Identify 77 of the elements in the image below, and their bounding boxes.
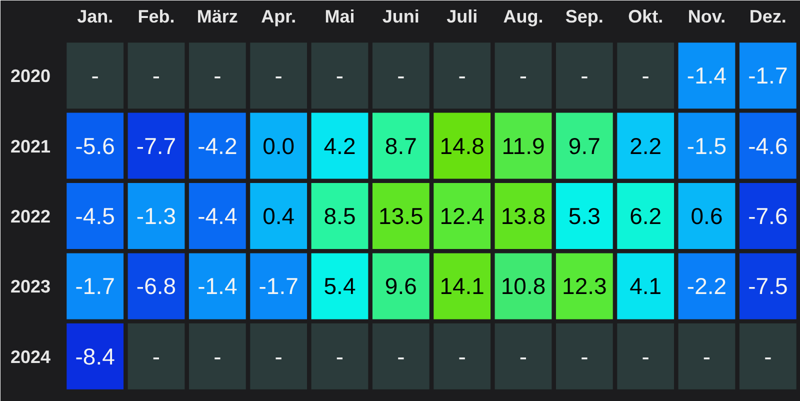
- data-label: 2.2: [630, 132, 662, 159]
- data-label: -8.4: [75, 343, 116, 370]
- text: -: [580, 62, 588, 89]
- data-label: -1.4: [198, 273, 238, 300]
- data-label: 14.1: [440, 273, 484, 300]
- data-label: 8.5: [324, 203, 356, 229]
- data-label: -4.5: [75, 203, 115, 229]
- data-label: 12.4: [440, 203, 485, 229]
- text: -: [397, 62, 405, 89]
- data-label: 0.4: [262, 203, 295, 229]
- text: -: [519, 343, 528, 370]
- text: -: [642, 62, 650, 89]
- x-tick-label: Jan.: [77, 6, 114, 26]
- data-label: -1.3: [136, 203, 176, 229]
- data-label: -4.2: [198, 132, 238, 159]
- data-label: -1.7: [258, 273, 298, 300]
- text: -: [458, 343, 466, 370]
- x-tick-label: Dez.: [749, 6, 786, 26]
- text: -: [274, 62, 282, 89]
- text: -: [214, 343, 222, 370]
- data-label: -7.5: [748, 273, 788, 300]
- text: -: [397, 343, 405, 370]
- data-label: 14.8: [440, 132, 484, 159]
- text: -: [274, 343, 282, 370]
- data-label: -1.7: [75, 273, 115, 300]
- y-tick-label: 2022: [10, 206, 51, 226]
- data-label: 12.3: [562, 273, 607, 300]
- text: -: [519, 62, 528, 89]
- data-label: -1.5: [686, 132, 727, 159]
- data-label: 4.1: [630, 273, 662, 300]
- text: -: [764, 343, 772, 370]
- y-tick-label: 2024: [10, 346, 51, 367]
- data-label: 9.6: [384, 273, 417, 300]
- data-label: 5.3: [568, 203, 600, 229]
- data-label: 13.8: [500, 203, 546, 229]
- x-tick-label: Okt.: [628, 6, 664, 26]
- data-label: 11.9: [502, 132, 545, 159]
- x-tick-label: Juni: [382, 6, 420, 26]
- x-tick-label: Juli: [446, 6, 478, 26]
- data-label: 10.8: [500, 273, 546, 300]
- data-label: -7.7: [136, 132, 176, 159]
- data-label: 9.7: [568, 132, 600, 159]
- data-label: 6.2: [630, 203, 662, 229]
- data-label: -1.4: [686, 62, 727, 89]
- data-label: 0.6: [690, 203, 723, 229]
- text: -: [214, 62, 222, 89]
- text: -: [642, 343, 650, 370]
- data-label: -2.2: [686, 273, 727, 300]
- x-tick-label: Mai: [324, 6, 355, 26]
- data-label: -5.6: [75, 132, 115, 159]
- data-label: -7.6: [748, 203, 788, 229]
- text: -: [702, 343, 711, 370]
- x-tick-label: Apr.: [261, 6, 296, 26]
- text: -: [458, 62, 466, 89]
- data-label: 0.0: [262, 132, 295, 159]
- data-label: 5.4: [324, 273, 356, 300]
- x-tick-label: Aug.: [503, 6, 544, 26]
- x-tick-label: Nov.: [688, 6, 726, 26]
- data-label: 8.7: [384, 132, 417, 159]
- text: -: [152, 62, 160, 89]
- text: -: [580, 343, 588, 370]
- data-label: 4.2: [324, 132, 356, 159]
- text: -: [336, 62, 344, 89]
- text: -: [336, 343, 344, 370]
- data-label: -4.6: [748, 132, 788, 159]
- x-tick-label: März: [196, 6, 238, 26]
- data-label: -6.8: [136, 273, 176, 300]
- y-tick-label: 2021: [10, 136, 51, 156]
- data-label: -4.4: [198, 203, 238, 229]
- x-tick-label: Sep.: [565, 6, 604, 26]
- y-tick-label: 2023: [10, 276, 51, 297]
- data-label: -1.7: [748, 62, 788, 89]
- text: -: [152, 343, 160, 370]
- data-label: 13.5: [378, 203, 424, 229]
- text: -: [91, 62, 99, 89]
- y-tick-label: 2020: [10, 66, 51, 86]
- x-tick-label: Feb.: [138, 6, 175, 26]
